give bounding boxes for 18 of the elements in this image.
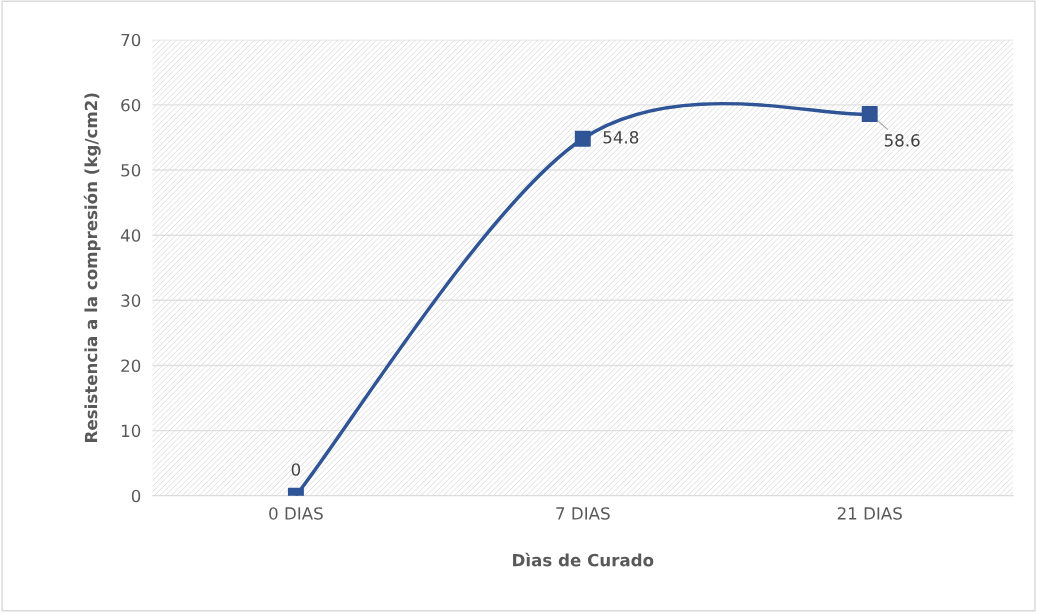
y-tick-label: 40 [120, 229, 141, 242]
y-tick-label: 50 [121, 164, 141, 177]
y-tick-label: 10 [121, 424, 141, 438]
point [861, 106, 878, 123]
data-label: 54.8 [603, 131, 639, 144]
y-tick-label: 20 [121, 359, 141, 373]
y-tick-label: 30 [121, 294, 141, 307]
x-axis-title: Dìas de Curado [513, 552, 654, 567]
point [574, 130, 591, 147]
data-label: 58.6 [884, 134, 920, 147]
y-tick-label: 0 [131, 489, 141, 503]
x-tick-label: 7 DIAS [556, 507, 610, 520]
y-tick-label: 70 [121, 33, 141, 47]
y-axis-title: Resistencia a la compresión (kg/cm2) [83, 93, 101, 442]
data-label: 0 [291, 463, 301, 476]
y-tick-label: 60 [121, 98, 141, 112]
x-tick-label: 21 DIAS [837, 507, 902, 520]
x-tick-label: 0 DIAS [269, 507, 323, 520]
